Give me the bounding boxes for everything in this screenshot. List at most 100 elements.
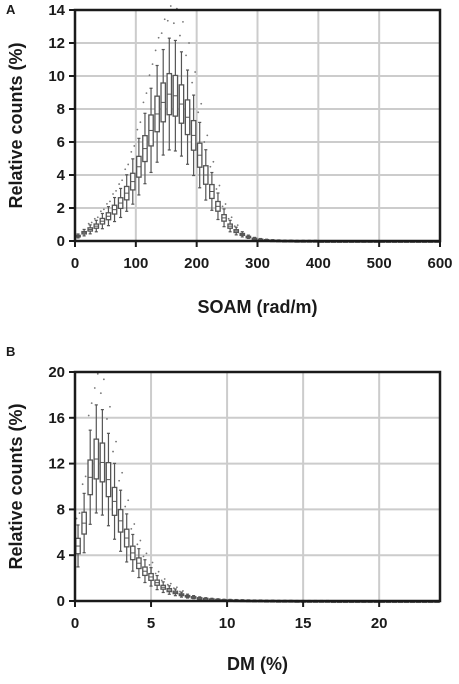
b-outlier-16-0: [172, 587, 175, 590]
a-box-10: [136, 121, 142, 196]
b-outlier-17-0: [179, 590, 181, 593]
a-outlier-26-1: [236, 224, 239, 227]
a-box-26: [233, 224, 240, 236]
b-outlier-7-1: [121, 471, 124, 474]
a-outlier-16-0: [172, 22, 175, 25]
a-outlier-8-1: [127, 163, 130, 166]
a-outlier-6-1: [115, 189, 117, 192]
b-xtick-label-2: 10: [219, 615, 236, 632]
a-outlier-3-1: [96, 216, 99, 219]
b-box-9: [129, 523, 136, 572]
b-outlier-0-1: [78, 512, 81, 514]
a-outlier-19-1: [194, 71, 197, 73]
a-xtick-label-1: 100: [123, 255, 148, 272]
b-box-21: [202, 597, 209, 601]
b-outlier-11-0: [142, 555, 145, 558]
b-box-7: [117, 471, 124, 552]
panel-b-letter: B: [6, 344, 15, 359]
a-xtick-label-3: 300: [245, 255, 270, 272]
b-ytick-label-2: 8: [57, 501, 65, 518]
a-box-11: [142, 92, 148, 185]
a-box-25: [227, 216, 233, 233]
a-box-29: [251, 236, 258, 241]
b-outlier-2-0: [87, 414, 90, 417]
a-outlier-18-1: [188, 42, 190, 44]
a-outlier-5-0: [106, 202, 108, 205]
a-outlier-7-1: [121, 179, 124, 182]
a-xtick-label-0: 0: [71, 255, 79, 272]
a-outlier-7-0: [118, 183, 121, 185]
a-outlier-25-0: [227, 217, 230, 220]
b-outlier-10-1: [139, 539, 142, 542]
a-box-21: [202, 134, 209, 201]
b-xtick-label-3: 15: [295, 615, 312, 632]
b-outlier-16-1: [175, 586, 178, 589]
b-xtick-label-4: 20: [371, 615, 388, 632]
a-box-22: [209, 160, 215, 211]
b-outlier-4-0: [99, 392, 102, 395]
a-box-0: [75, 233, 81, 239]
b-outlier-10-0: [136, 543, 139, 546]
a-outlier-23-1: [218, 184, 221, 187]
b-xtick-label-1: 5: [147, 615, 155, 632]
a-box-17: [178, 20, 185, 157]
b-outlier-1-0: [81, 483, 84, 486]
b-box-0: [75, 512, 81, 568]
a-outlier-9-1: [133, 145, 136, 147]
b-outlier-8-0: [124, 505, 127, 508]
a-box-7: [117, 179, 124, 219]
a-box-16: [172, 7, 179, 152]
a-box-28: [245, 234, 252, 240]
a-outlier-17-0: [179, 34, 181, 37]
a-outlier-22-1: [212, 160, 215, 163]
b-box-13: [154, 570, 160, 591]
b-outlier-2-1: [90, 402, 93, 405]
a-outlier-18-0: [185, 54, 187, 57]
b-outlier-7-0: [118, 479, 121, 482]
a-ytick-label-0: 0: [57, 233, 65, 250]
b-outlier-3-0: [93, 387, 96, 389]
a-outlier-14-0: [160, 32, 163, 34]
b-box-10: [136, 539, 142, 579]
a-outlier-3-0: [93, 217, 96, 220]
b-plot-frame: [73, 370, 442, 603]
b-xlabel: DM (%): [227, 654, 288, 674]
a-ytick-label-6: 12: [48, 35, 65, 52]
b-ylabel: Relative counts (%): [6, 403, 26, 569]
a-outlier-2-0: [87, 222, 90, 225]
a-outlier-11-1: [145, 92, 148, 95]
a-box-5: [105, 200, 112, 227]
a-outlier-25-1: [230, 216, 233, 219]
b-outlier-5-0: [106, 418, 108, 420]
a-box-15: [166, 5, 173, 151]
b-box-2: [87, 402, 94, 525]
b-box-14: [160, 578, 167, 594]
b-box-18: [184, 593, 191, 599]
a-box-19: [190, 71, 197, 177]
b-box-15: [166, 582, 173, 595]
a-outlier-17-1: [182, 20, 184, 23]
a-outlier-11-0: [142, 101, 145, 104]
a-outlier-12-0: [148, 74, 151, 77]
a-outlier-5-1: [109, 200, 111, 203]
a-outlier-10-1: [139, 121, 142, 124]
a-box-23: [215, 184, 221, 221]
a-outlier-10-0: [136, 128, 139, 131]
b-outlier-3-1: [96, 372, 99, 375]
a-outlier-26-0: [233, 225, 236, 228]
a-outlier-21-1: [206, 134, 209, 137]
a-ylabel: Relative counts (%): [6, 42, 26, 208]
a-box-20: [196, 102, 203, 189]
a-xtick-label-4: 400: [306, 255, 331, 272]
b-outlier-13-1: [157, 570, 160, 573]
a-box-1: [81, 228, 87, 237]
b-outlier-6-0: [112, 450, 114, 453]
a-xtick-label-5: 500: [367, 255, 392, 272]
a-outlier-22-0: [209, 165, 212, 168]
b-box-17: [178, 590, 185, 598]
b-outlier-17-1: [182, 590, 184, 592]
b-ytick-label-0: 0: [57, 593, 65, 610]
b-outlier-5-1: [109, 405, 111, 408]
a-xlabel: SOAM (rad/m): [197, 297, 317, 317]
